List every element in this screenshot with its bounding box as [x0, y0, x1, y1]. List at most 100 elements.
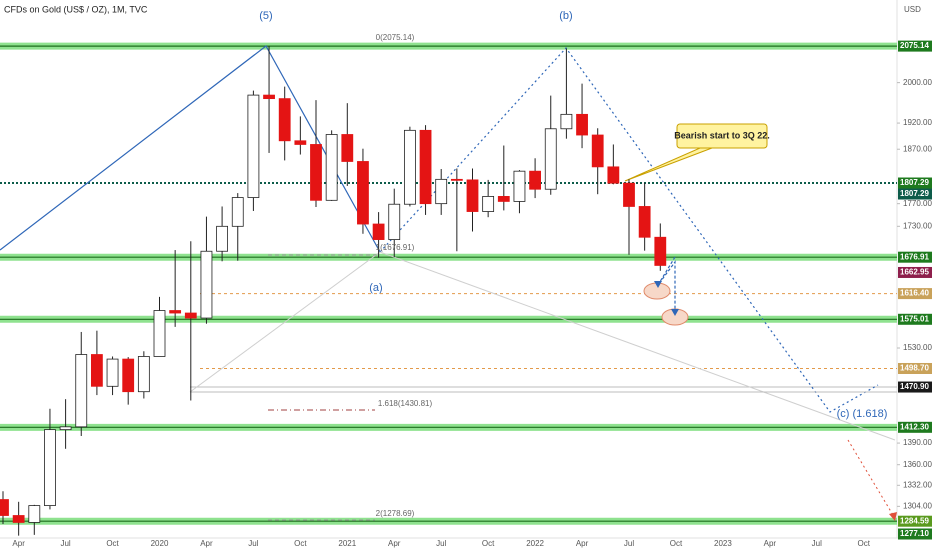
price-label: 1412.30: [900, 422, 929, 431]
callout-text: Bearish start to 3Q 22.: [674, 130, 770, 140]
price-label-box: [898, 421, 932, 433]
candle-body: [482, 196, 495, 212]
x-tick-label: 2023: [714, 539, 732, 548]
candle-body: [169, 310, 182, 314]
x-tick-label: 2022: [526, 539, 544, 548]
candle-body: [654, 236, 667, 266]
candle-body: [263, 94, 275, 100]
price-label: 2075.14: [900, 41, 929, 50]
candle-body: [106, 358, 119, 387]
price-label: 1470.90: [900, 382, 929, 391]
wave-label: (b): [559, 10, 572, 22]
wave-line-projection: [379, 47, 879, 413]
price-label: 1284.59: [900, 516, 929, 525]
candle-body: [12, 515, 25, 523]
wave-label: (a): [369, 282, 382, 294]
price-label-box: [898, 362, 932, 374]
y-tick-label: 1530.00: [903, 343, 932, 352]
candle-body: [59, 426, 72, 431]
candle-body: [216, 225, 229, 252]
price-label-box: [898, 266, 932, 278]
price-label-box: [898, 40, 932, 52]
fib-guide: [189, 251, 896, 441]
price-label-box: [898, 288, 932, 300]
chart-title: CFDs on Gold (US$ / OZ), 1M, TVC: [4, 4, 148, 14]
candle-body: [122, 358, 135, 393]
x-tick-label: Jul: [812, 539, 822, 548]
candle-body: [403, 129, 416, 205]
arrow-head: [654, 281, 662, 288]
candle-body: [231, 197, 244, 227]
x-tick-label: Oct: [294, 539, 307, 548]
price-label-box: [898, 251, 932, 263]
fib-label: 2(1278.69): [376, 509, 415, 518]
arrow-head: [671, 309, 679, 316]
y-tick-label: 1870.00: [903, 144, 932, 153]
currency-label: USD: [904, 5, 921, 14]
candle-body: [247, 94, 260, 198]
x-tick-label: Apr: [388, 539, 401, 548]
candle-body: [200, 250, 213, 319]
x-tick-label: Jul: [624, 539, 634, 548]
x-tick-label: 2021: [338, 539, 356, 548]
price-label: 1498.70: [900, 364, 929, 373]
wave-label: (c) (1.618): [837, 408, 888, 420]
drawings: Bearish start to 3Q 22.: [0, 45, 897, 521]
candle-body: [372, 223, 385, 240]
candle-body: [607, 166, 620, 184]
y-tick-label: 1770.00: [903, 199, 932, 208]
candle-body: [560, 113, 573, 130]
candle-body: [137, 356, 150, 393]
x-tick-label: Oct: [670, 539, 683, 548]
candle-body: [278, 98, 291, 142]
y-tick-label: 1730.00: [903, 221, 932, 230]
x-tick-label: 2020: [151, 539, 169, 548]
candle-body: [75, 354, 88, 428]
x-tick-label: Jul: [248, 539, 258, 548]
candle-body: [357, 161, 369, 225]
candle-body: [544, 128, 557, 190]
candle-body: [435, 178, 448, 205]
candle-body: [0, 499, 9, 516]
candle-body: [419, 129, 432, 205]
candle-body: [28, 505, 41, 523]
candle-body: [591, 134, 604, 168]
fib-label: 0(2075.14): [376, 33, 415, 42]
x-tick-label: Oct: [106, 539, 119, 548]
y-tick-label: 1304.00: [903, 501, 932, 510]
wave-label: (5): [259, 10, 272, 22]
price-label-box: [898, 528, 932, 540]
candle-body: [388, 203, 401, 240]
price-label: 1807.29: [900, 189, 929, 198]
candle-body: [466, 179, 479, 212]
candle-body: [513, 170, 526, 202]
price-label-box: [898, 381, 932, 393]
price-label: 1662.95: [900, 268, 929, 277]
y-tick-label: 1920.00: [903, 118, 932, 127]
price-label-box: [898, 515, 932, 527]
x-tick-label: Apr: [576, 539, 589, 548]
candle-body: [341, 134, 354, 162]
y-tick-label: 1332.00: [903, 480, 932, 489]
candle-body: [153, 310, 166, 357]
x-tick-label: Jul: [60, 539, 70, 548]
candle-body: [638, 206, 651, 238]
candle-body: [310, 144, 322, 201]
price-label: 1676.91: [900, 252, 929, 261]
fib-label: 1.618(1430.81): [378, 399, 433, 408]
y-tick-label: 2000.00: [903, 78, 932, 87]
candle-body: [497, 196, 510, 202]
price-label-box: [898, 313, 932, 325]
wave-line: [0, 45, 381, 253]
candle-body: [325, 134, 338, 201]
arrow-head: [889, 512, 897, 521]
candle-body: [294, 140, 307, 145]
callout-box: [676, 123, 768, 149]
x-tick-label: Apr: [764, 539, 777, 548]
x-tick-label: Jul: [436, 539, 446, 548]
x-tick-label: Apr: [200, 539, 213, 548]
candle-body: [91, 354, 103, 387]
candle-body: [529, 170, 541, 190]
